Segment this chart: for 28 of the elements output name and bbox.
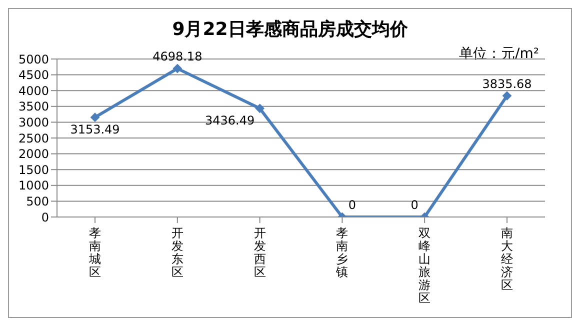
y-tick-label: 3000: [18, 115, 49, 130]
y-tick-label: 3500: [18, 100, 49, 114]
point: [255, 104, 264, 113]
data-label: 4698.18: [152, 50, 202, 64]
y-tick-label: 1500: [18, 162, 49, 177]
point: [90, 112, 100, 122]
y-tick-label: 5000: [18, 52, 49, 66]
data-label: 0: [348, 198, 356, 212]
chart-title: 9月22日孝感商品房成交均价: [171, 18, 409, 41]
point: [502, 91, 512, 100]
data-label: 3153.49: [70, 122, 120, 136]
x-tick-label: 开发西区: [254, 226, 266, 279]
y-tick-label: 2500: [18, 131, 49, 146]
y-tick-label: 500: [26, 194, 49, 208]
x-tick-label: 双峰山旅游区: [418, 226, 431, 305]
x-tick-label: 孝南乡镇: [335, 226, 348, 279]
y-tick-label: 0: [41, 210, 49, 224]
y-tick-label: 1000: [18, 178, 49, 193]
data-label: 0: [410, 198, 418, 212]
x-tick-label: 开发东区: [171, 226, 184, 279]
data-label: 3436.49: [204, 113, 255, 128]
x-tick-label: 孝南城区: [88, 226, 101, 279]
y-tick-label: 4500: [18, 68, 49, 82]
x-tick-label: 南大经济区: [501, 226, 513, 292]
point: [172, 64, 182, 74]
y-tick-label: 2000: [18, 147, 49, 162]
y-tick-label: 4000: [18, 84, 49, 98]
data-label: 3835.68: [482, 76, 532, 91]
